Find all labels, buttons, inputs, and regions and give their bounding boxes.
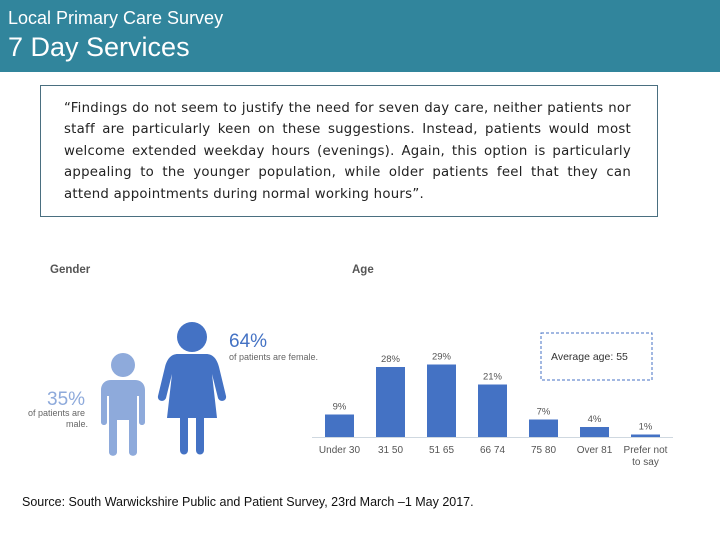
- infographic: Gender 64% of patients are female. 35% o…: [28, 264, 673, 468]
- age-category-label: Under 30: [319, 445, 361, 456]
- male-percentage: 35%: [47, 389, 85, 410]
- female-caption: of patients are female.: [229, 352, 318, 362]
- age-category-label: 51 65: [429, 445, 454, 456]
- male-figure-icon: [101, 353, 145, 456]
- gender-heading: Gender: [50, 264, 91, 276]
- age-bar-value-label: 21%: [483, 372, 503, 383]
- slide-title: 7 Day Services: [8, 32, 190, 62]
- age-category-label: 75 80: [531, 445, 556, 456]
- age-bar-value-label: 9%: [333, 402, 347, 413]
- female-percentage: 64%: [229, 331, 267, 352]
- age-bar-chart: 9% Under 30 28% 31 50 29% 51 65 21% 66 74 7% 75 8…: [312, 352, 673, 468]
- age-bar-value-label: 28%: [381, 354, 401, 365]
- age-category-label: 66 74: [480, 445, 505, 456]
- average-age-callout: Average age: 55: [540, 332, 653, 381]
- male-caption-line1: of patients are: [28, 408, 85, 418]
- age-bar: [478, 384, 507, 437]
- female-figure-icon: [157, 322, 227, 455]
- age-bar-value-label: 29%: [432, 352, 452, 363]
- age-bar-value-label: 1%: [639, 422, 653, 433]
- age-bar: [529, 419, 558, 437]
- findings-quote-text: “Findings do not seem to justify the nee…: [64, 101, 631, 202]
- age-category-label: Over 81: [577, 445, 613, 456]
- slide-header: Local Primary Care Survey 7 Day Services: [0, 0, 720, 72]
- age-category-label: to say: [632, 457, 659, 468]
- age-category-label: Prefer not: [624, 445, 668, 456]
- age-bar: [580, 427, 609, 437]
- age-category-label: 31 50: [378, 445, 403, 456]
- male-caption-line2: male.: [66, 419, 88, 429]
- slide-supertitle: Local Primary Care Survey: [8, 8, 224, 28]
- findings-quote-box: “Findings do not seem to justify the nee…: [40, 85, 658, 217]
- age-bar-value-label: 7%: [537, 407, 551, 418]
- source-note: Source: South Warwickshire Public and Pa…: [22, 495, 474, 509]
- age-bar: [376, 367, 405, 437]
- age-bar-value-label: 4%: [588, 414, 602, 425]
- age-bar: [631, 434, 660, 437]
- age-bar: [325, 414, 354, 437]
- average-age-label: Average age: 55: [551, 351, 628, 363]
- age-bar: [427, 364, 456, 437]
- age-heading: Age: [352, 264, 374, 276]
